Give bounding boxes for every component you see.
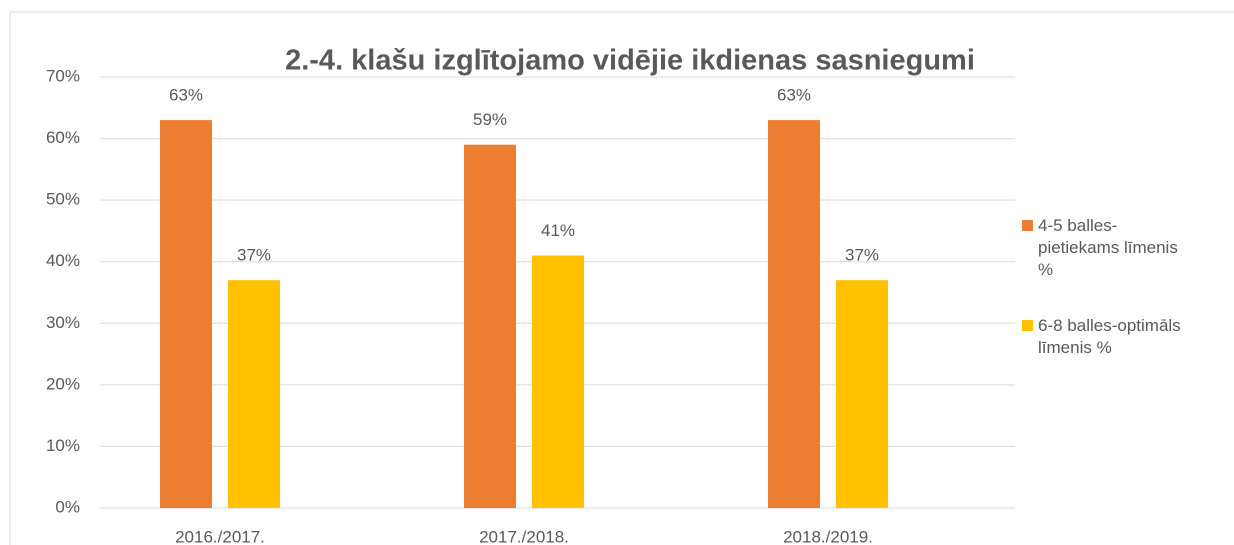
x-tick-label: 2018./2019.	[783, 527, 873, 545]
chart-title: 2.-4. klašu izglītojamo vidējie ikdienas…	[285, 45, 975, 77]
legend-swatch	[1022, 220, 1033, 231]
y-tick-label: 40%	[46, 251, 80, 270]
data-label: 59%	[473, 110, 507, 129]
data-label: 63%	[777, 86, 811, 105]
bar	[464, 144, 516, 508]
data-label: 37%	[237, 246, 271, 265]
legend-item: 4-5 balles-pietiekams līmenis %	[1022, 215, 1188, 281]
y-tick-label: 70%	[46, 66, 80, 85]
y-tick-label: 60%	[46, 128, 80, 147]
bar	[768, 120, 820, 508]
data-label: 63%	[169, 86, 203, 105]
x-tick-label: 2017./2018.	[479, 527, 569, 545]
bar	[532, 255, 584, 508]
chart-border	[9, 11, 1234, 545]
y-tick-label: 50%	[46, 190, 80, 209]
legend-label: 6-8 balles-optimāls līmenis %	[1038, 316, 1181, 357]
x-tick-label: 2016./2017.	[175, 527, 265, 545]
bar	[836, 280, 888, 508]
y-tick-label: 0%	[55, 497, 80, 516]
legend-item: 6-8 balles-optimāls līmenis %	[1022, 315, 1188, 359]
y-tick-label: 20%	[46, 374, 80, 393]
y-tick-label: 10%	[46, 436, 80, 455]
bar	[228, 280, 280, 508]
y-tick-label: 30%	[46, 313, 80, 332]
data-label: 37%	[845, 246, 879, 265]
legend-label: 4-5 balles-pietiekams līmenis %	[1038, 216, 1178, 279]
bar	[160, 120, 212, 508]
data-label: 41%	[541, 221, 575, 240]
legend-swatch	[1022, 320, 1033, 331]
